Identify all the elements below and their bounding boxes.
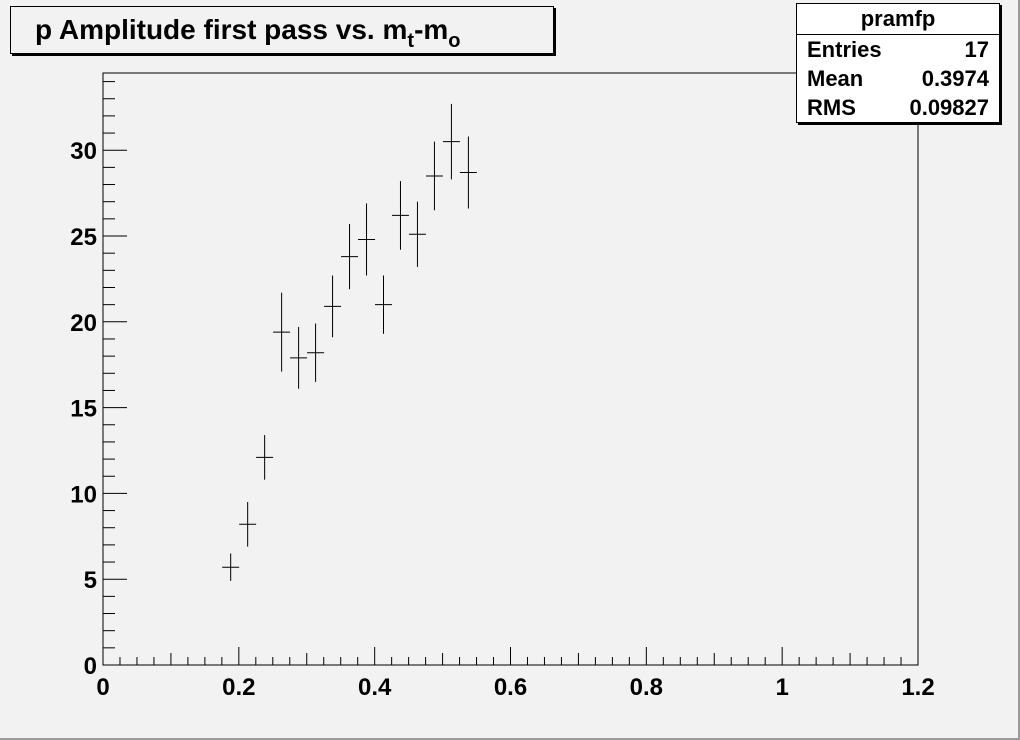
title-sub-o: o xyxy=(448,30,461,52)
chart-title: p Amplitude first pass vs. mt-mo xyxy=(35,14,461,53)
x-tick-label: 0.6 xyxy=(494,674,527,701)
data-marks xyxy=(222,103,477,581)
data-point xyxy=(375,275,392,334)
stats-label: RMS xyxy=(807,94,856,120)
data-point xyxy=(341,224,359,290)
stats-value: 0.09827 xyxy=(909,94,989,120)
x-tick-label: 0 xyxy=(96,674,109,701)
data-point xyxy=(442,103,460,180)
data-point xyxy=(408,201,426,267)
x-tick-label: 0.4 xyxy=(358,674,392,701)
stats-name: pramfp xyxy=(797,4,999,35)
stats-value: 0.3974 xyxy=(921,65,989,91)
x-tick-label: 0.8 xyxy=(630,674,663,701)
data-point xyxy=(256,435,274,480)
data-point xyxy=(391,181,409,250)
y-tick-label: 0 xyxy=(84,653,97,680)
data-point xyxy=(324,275,342,338)
data-point xyxy=(273,292,291,372)
y-tick-label: 5 xyxy=(84,567,97,594)
y-tick-label: 25 xyxy=(70,224,97,251)
title-main: p Amplitude first pass vs. m xyxy=(35,14,408,45)
data-point xyxy=(307,323,325,382)
y-tick-label: 20 xyxy=(70,310,97,337)
title-dash: -m xyxy=(414,14,449,45)
data-point xyxy=(290,326,308,389)
x-tick-label: 1.2 xyxy=(901,674,934,701)
axes: 0 0.2 0.4 0.6 0.8 1 1.2 0 5 10 15 20 25 30 xyxy=(70,81,935,701)
y-tick-label: 10 xyxy=(70,481,97,508)
y-tick-label: 30 xyxy=(70,138,97,165)
y-tick-label: 15 xyxy=(70,396,97,423)
stats-value: 17 xyxy=(964,36,989,62)
data-point xyxy=(358,203,376,276)
stats-row-mean: Mean 0.3974 xyxy=(797,64,999,93)
title-box: p Amplitude first pass vs. mt-mo xyxy=(10,6,554,54)
data-point xyxy=(459,136,477,209)
data-point xyxy=(222,553,240,581)
data-point xyxy=(425,141,443,211)
stats-row-rms: RMS 0.09827 xyxy=(797,93,999,122)
x-tick-label: 1 xyxy=(775,674,788,701)
x-tick-label: 0.2 xyxy=(222,674,255,701)
stats-row-entries: Entries 17 xyxy=(797,35,999,64)
stats-label: Mean xyxy=(807,65,864,91)
title-sub-t: t xyxy=(407,30,415,52)
stats-label: Entries xyxy=(807,36,882,62)
stats-box: pramfp Entries 17 Mean 0.3974 RMS 0.0982… xyxy=(796,3,1000,123)
data-point xyxy=(239,501,257,547)
